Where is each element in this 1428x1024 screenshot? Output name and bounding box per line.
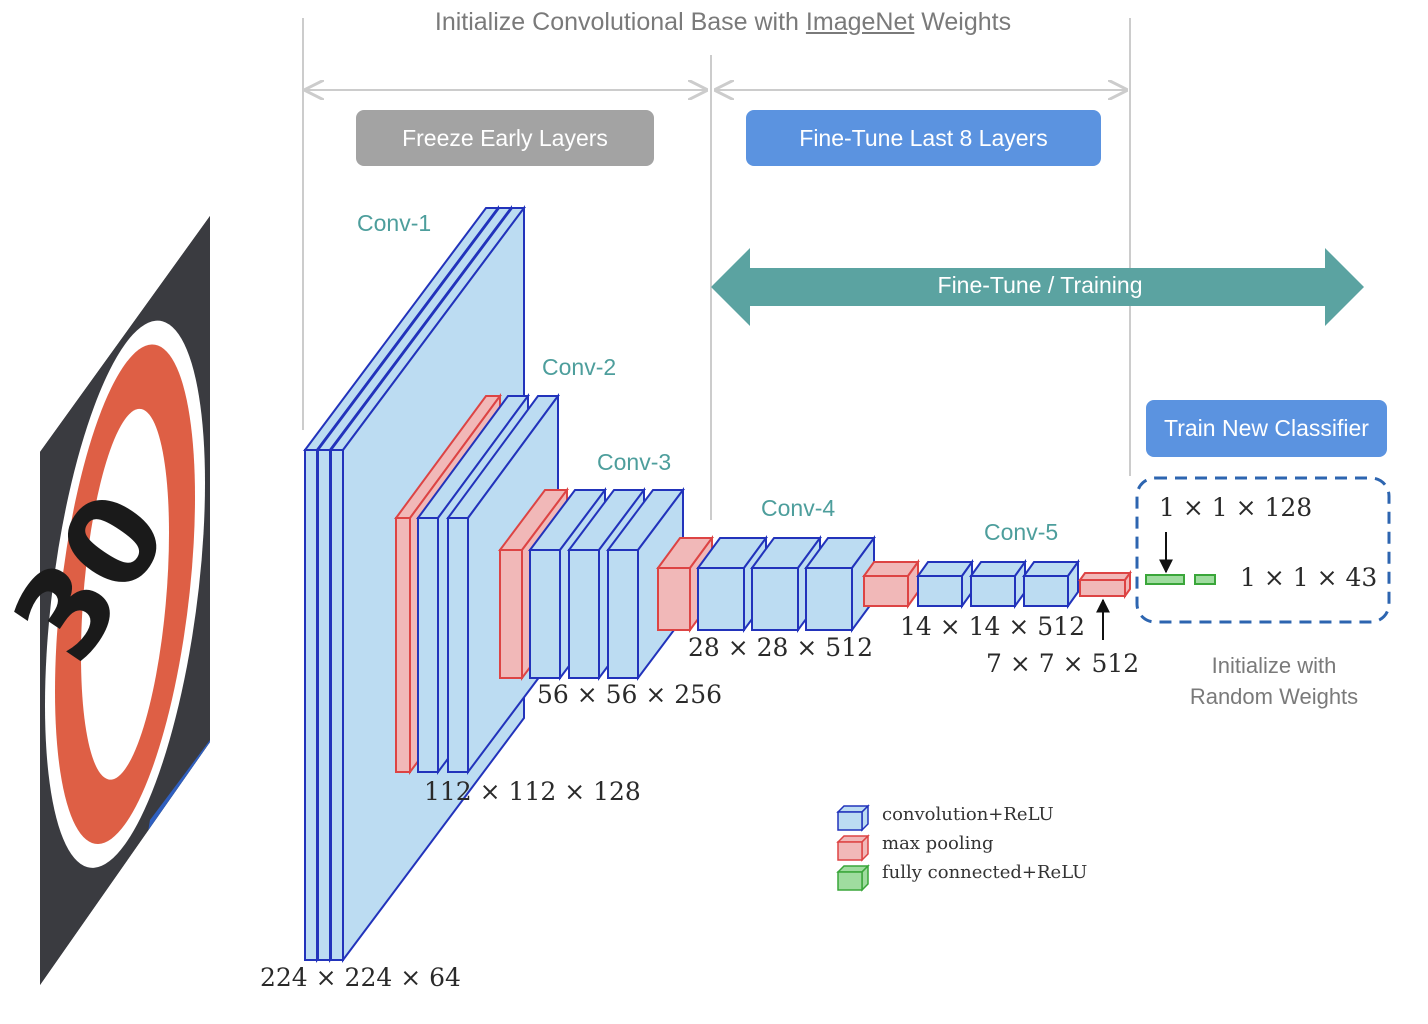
fc-layer-2 (1194, 574, 1216, 585)
bracket-lines (302, 18, 1131, 520)
classifier-box (1135, 476, 1391, 624)
final-pool-slab (1078, 569, 1132, 600)
fc-layer-1 (1145, 574, 1185, 585)
dim-conv5: 14 × 14 × 512 (900, 612, 1086, 641)
pool-slab (862, 558, 920, 610)
legend-swatch-conv (836, 804, 870, 832)
legend-pool-label: max pooling (882, 833, 994, 854)
conv5-label: Conv-5 (984, 519, 1059, 545)
conv2-label: Conv-2 (542, 354, 617, 380)
legend-swatch-fc (836, 864, 870, 892)
freeze-layers-badge: Freeze Early Layers (356, 110, 654, 166)
conv-slab (1022, 558, 1080, 610)
conv4-label: Conv-4 (761, 495, 836, 521)
input-image: 30 (0, 216, 210, 985)
dim-fc2: 1 × 1 × 43 (1240, 563, 1378, 592)
conv3-block (498, 487, 685, 681)
dim-conv3: 56 × 56 × 256 (537, 680, 723, 709)
finetune-layers-badge: Fine-Tune Last 8 Layers (746, 110, 1101, 166)
legend-fc-label: fully connected+ReLU (882, 862, 1088, 883)
conv3-label: Conv-3 (597, 449, 672, 475)
conv-slab (916, 558, 974, 610)
dim-conv4: 28 × 28 × 512 (688, 633, 874, 662)
train-classifier-badge: Train New Classifier (1146, 400, 1387, 457)
dim-fc1: 1 × 1 × 128 (1159, 493, 1313, 522)
conv-slab (804, 534, 876, 634)
conv1-label: Conv-1 (357, 210, 432, 236)
dim-conv1: 224 × 224 × 64 (260, 963, 461, 992)
conv4-block (656, 534, 876, 634)
random-weights-line1: Initialize with (1211, 653, 1337, 678)
conv5-block (862, 558, 1080, 610)
conv-slab (969, 558, 1027, 610)
dim-conv2: 112 × 112 × 128 (424, 777, 641, 806)
diagram-title: Initialize Convolutional Base with Image… (300, 8, 1146, 37)
legend-conv-label: convolution+ReLU (882, 804, 1054, 825)
title-suffix: Weights (914, 8, 1012, 36)
legend-swatch-pool (836, 834, 870, 862)
dim-pool5: 7 × 7 × 512 (986, 649, 1140, 678)
title-imagenet: ImageNet (805, 8, 915, 36)
title-prefix: Initialize Convolutional Base with (434, 8, 806, 36)
training-arrow-label: Fine-Tune / Training (937, 272, 1143, 298)
random-weights-note: Initialize with Random Weights (1156, 650, 1392, 712)
random-weights-line2: Random Weights (1189, 684, 1359, 709)
training-arrow (711, 248, 1364, 326)
